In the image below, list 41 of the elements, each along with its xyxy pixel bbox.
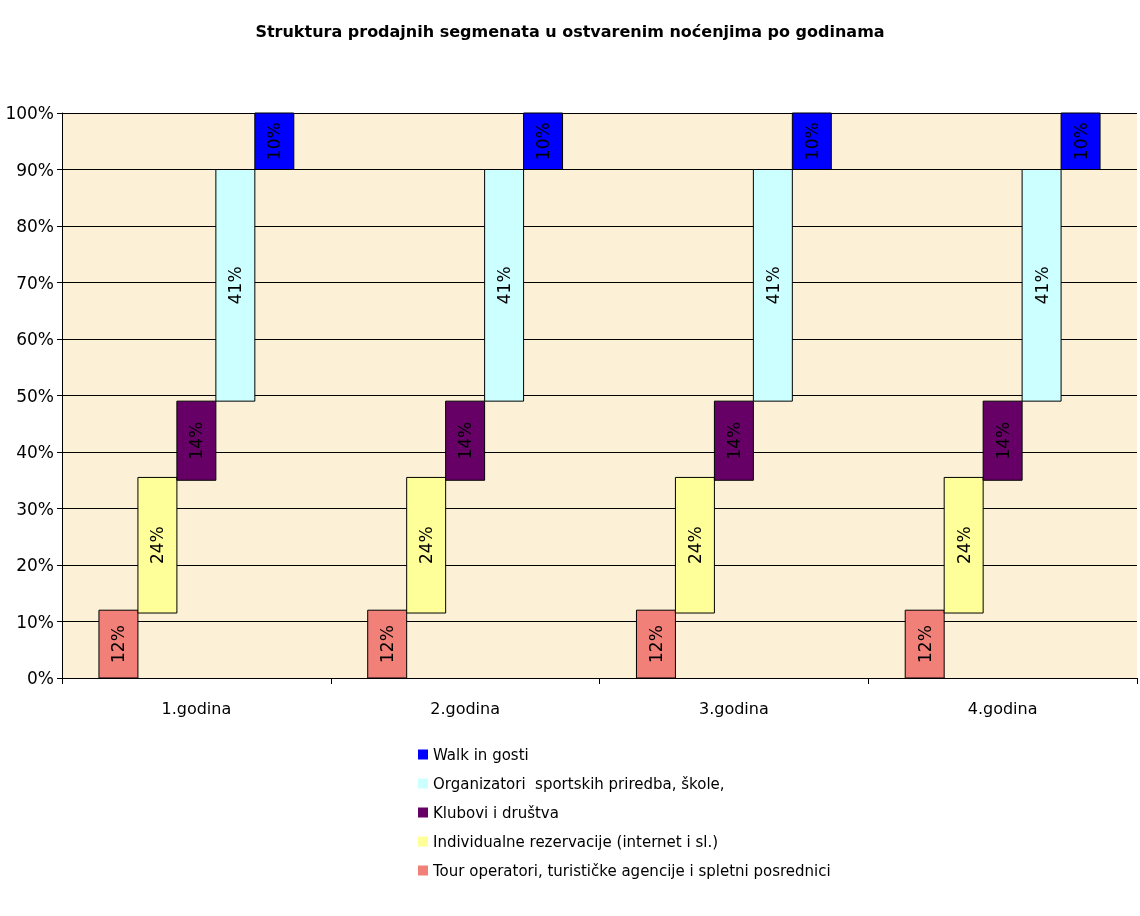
y-tick-label: 100%	[5, 103, 54, 123]
data-label: 14%	[186, 421, 207, 460]
y-tick-label: 70%	[16, 272, 54, 293]
y-tick-label: 30%	[16, 498, 54, 519]
legend-label: Organizatori sportskih priredba, škole,	[433, 774, 725, 793]
data-label: 41%	[1031, 266, 1052, 305]
data-label: 10%	[801, 122, 822, 161]
data-label: 12%	[914, 625, 935, 663]
y-tick-label: 20%	[16, 555, 54, 575]
data-label: 41%	[762, 266, 783, 305]
legend-label: Walk in gosti	[433, 745, 529, 764]
data-label: 24%	[147, 526, 168, 565]
y-tick-label: 80%	[16, 216, 54, 236]
y-tick-label: 60%	[16, 329, 54, 349]
y-tick-label: 10%	[16, 611, 54, 632]
x-tick-label: 4.godina	[967, 698, 1038, 718]
data-label: 12%	[645, 625, 666, 663]
data-label: 41%	[225, 266, 246, 305]
data-label: 24%	[684, 526, 705, 565]
data-label: 14%	[455, 421, 476, 460]
y-tick-label: 90%	[16, 159, 54, 180]
y-tick-label: 0%	[27, 668, 54, 688]
data-label: 10%	[1070, 122, 1091, 161]
x-tick-label: 3.godina	[698, 698, 769, 718]
legend-label: Individualne rezervacije (internet i sl.)	[433, 832, 718, 851]
data-label: 10%	[264, 122, 285, 161]
chart-title: Struktura prodajnih segmenata u ostvarenim noćenjima po godinama	[255, 21, 885, 41]
y-tick-label: 40%	[16, 442, 54, 462]
data-label: 10%	[533, 122, 554, 161]
y-tick-label: 50%	[16, 385, 54, 406]
data-label: 12%	[108, 625, 129, 663]
data-label: 14%	[723, 421, 744, 460]
legend-label: Tour operatori, turističke agencije i spletni posrednici	[432, 861, 831, 880]
data-label: 24%	[416, 526, 437, 565]
x-tick-label: 2.godina	[430, 698, 501, 718]
data-label: 41%	[494, 266, 515, 305]
x-tick-label: 1.godina	[161, 698, 232, 718]
data-label: 12%	[377, 625, 398, 663]
data-label: 24%	[953, 526, 974, 565]
data-label: 14%	[992, 421, 1013, 460]
legend-label: Klubovi i društva	[433, 803, 559, 822]
